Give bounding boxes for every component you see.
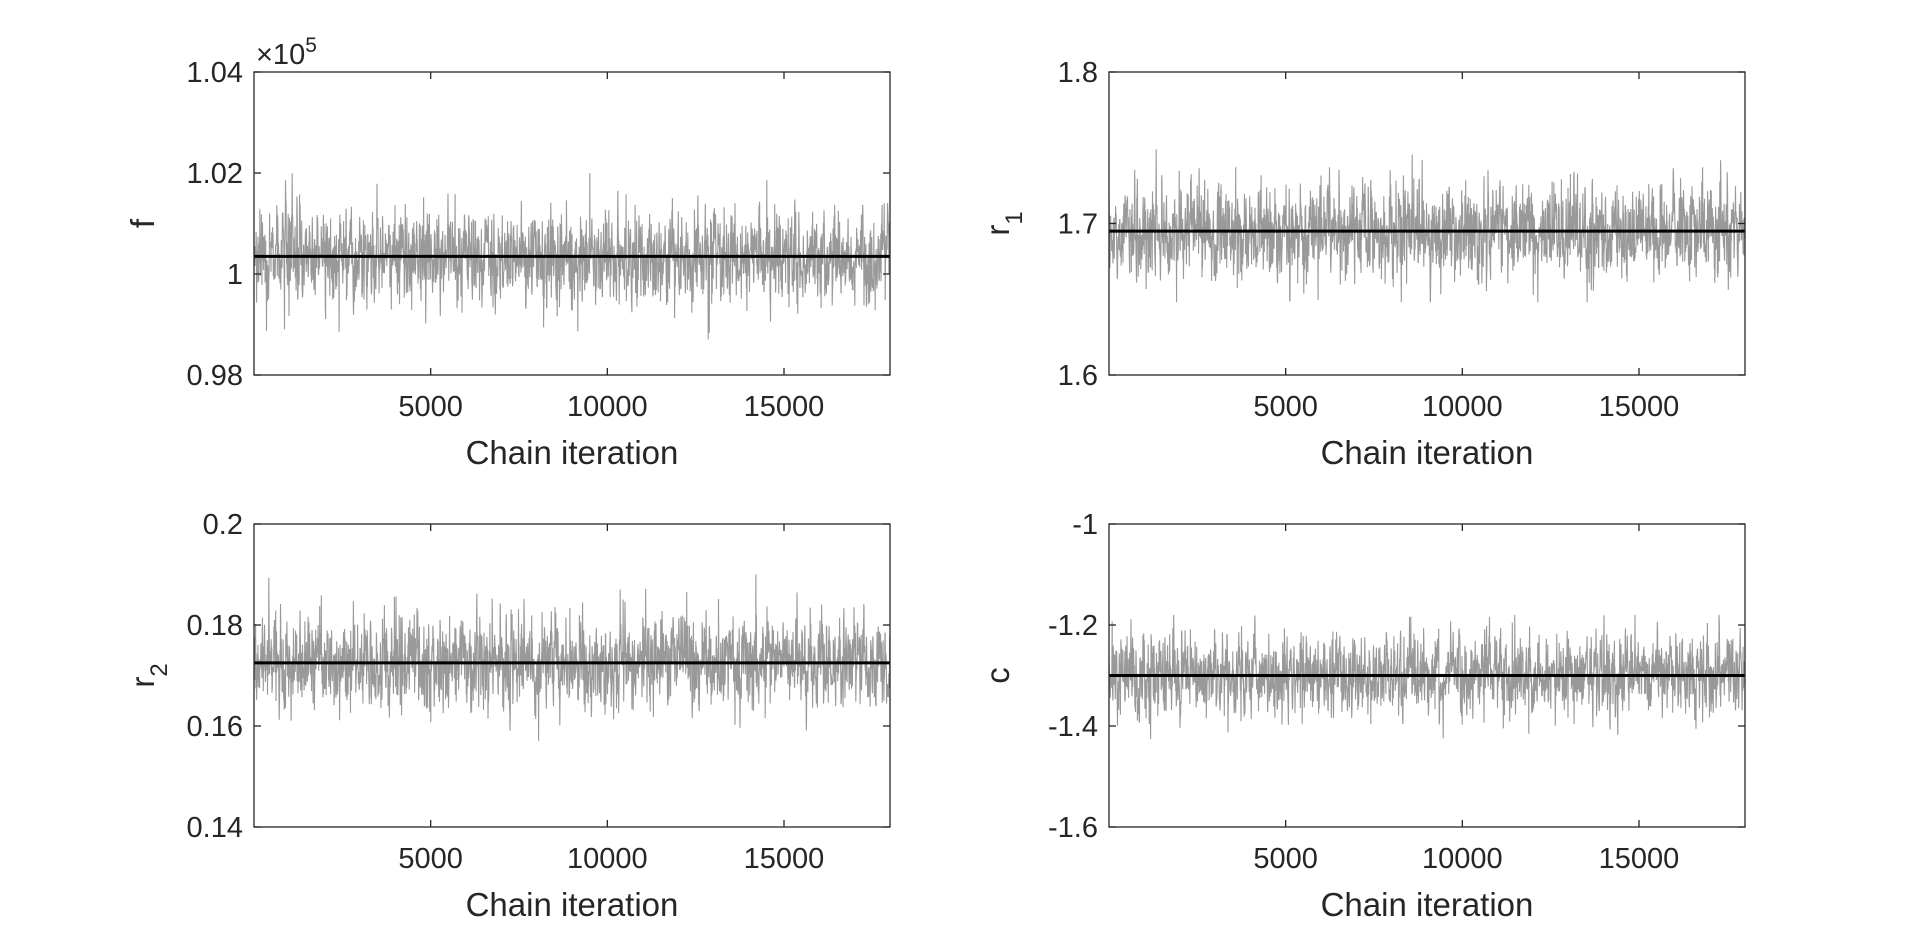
- y-axis-label-subscript: 2: [146, 663, 173, 676]
- x-tick-label: 10000: [567, 391, 648, 423]
- y-axis-label: f: [124, 218, 161, 228]
- x-tick-label: 10000: [1422, 391, 1503, 423]
- x-tick-label: 10000: [1422, 843, 1503, 875]
- axes-box: [253, 71, 891, 376]
- x-tick-label: 15000: [1599, 843, 1680, 875]
- trace-series: [253, 172, 891, 340]
- y-tick-label: -1: [1072, 509, 1098, 541]
- y-axis-label-main: r: [124, 677, 161, 688]
- trace-series: [1108, 614, 1746, 740]
- y-tick-label: 1.02: [187, 158, 243, 190]
- trace-series: [253, 574, 891, 741]
- y-tick-label: -1.4: [1048, 711, 1098, 743]
- y-axis-label: r2: [124, 663, 173, 687]
- x-tick-label: 15000: [744, 391, 825, 423]
- chart-panel-1: 5000 10000 15000 0.98 1 1.02 1.04 Chain iterati…: [124, 34, 891, 471]
- y-tick-label: -1.2: [1048, 610, 1098, 642]
- x-tick-label: 5000: [398, 843, 463, 875]
- y-tick-label: -1.6: [1048, 812, 1098, 844]
- y-tick-label: 0.16: [187, 711, 243, 743]
- y-tick-label: 0.14: [187, 812, 243, 844]
- y-axis-label-main: c: [979, 667, 1016, 684]
- x-tick-label: 15000: [744, 843, 825, 875]
- chart-panel-4: 5000 10000 15000 -1.6 -1.4 -1.2 -1 Chain iterat…: [979, 509, 1746, 923]
- x-axis-label: Chain iteration: [1321, 434, 1534, 471]
- trace-series: [1108, 149, 1746, 303]
- y-axis-label-main: r: [979, 225, 1016, 236]
- axes-box: [253, 523, 891, 828]
- y-tick-label: 0.18: [187, 610, 243, 642]
- x-axis-label: Chain iteration: [466, 886, 679, 923]
- x-tick-label: 5000: [398, 391, 463, 423]
- x-tick-label: 5000: [1253, 391, 1318, 423]
- y-tick-label: 1.8: [1058, 57, 1098, 89]
- y-axis-label: r1: [979, 211, 1028, 235]
- y-axis-label: c: [979, 667, 1016, 684]
- y-axis-label-subscript: 1: [1001, 211, 1028, 224]
- y-tick-label: 0.98: [187, 360, 243, 392]
- x-axis-label: Chain iteration: [1321, 886, 1534, 923]
- x-tick-label: 15000: [1599, 391, 1680, 423]
- y-tick-label: 1.04: [187, 57, 243, 89]
- exponent-power: 5: [305, 34, 317, 57]
- x-tick-label: 5000: [1253, 843, 1318, 875]
- x-tick-label: 10000: [567, 843, 648, 875]
- y-tick-label: 1.6: [1058, 360, 1098, 392]
- exponent-base: ×10: [256, 39, 305, 71]
- axes-box: [1108, 523, 1746, 828]
- y-tick-label: 1.7: [1058, 209, 1098, 241]
- x-axis-label: Chain iteration: [466, 434, 679, 471]
- y-tick-label: 0.2: [203, 509, 243, 541]
- chart-panel-2: 5000 10000 15000 1.6 1.7 1.8 Chain iteration r1: [979, 57, 1746, 471]
- y-axis-label-main: f: [124, 218, 161, 228]
- y-tick-label: 1: [227, 259, 243, 291]
- chart-panel-3: 5000 10000 15000 0.14 0.16 0.18 0.2 Chain itera…: [124, 509, 891, 923]
- exponent-multiplier: ×105: [256, 34, 317, 71]
